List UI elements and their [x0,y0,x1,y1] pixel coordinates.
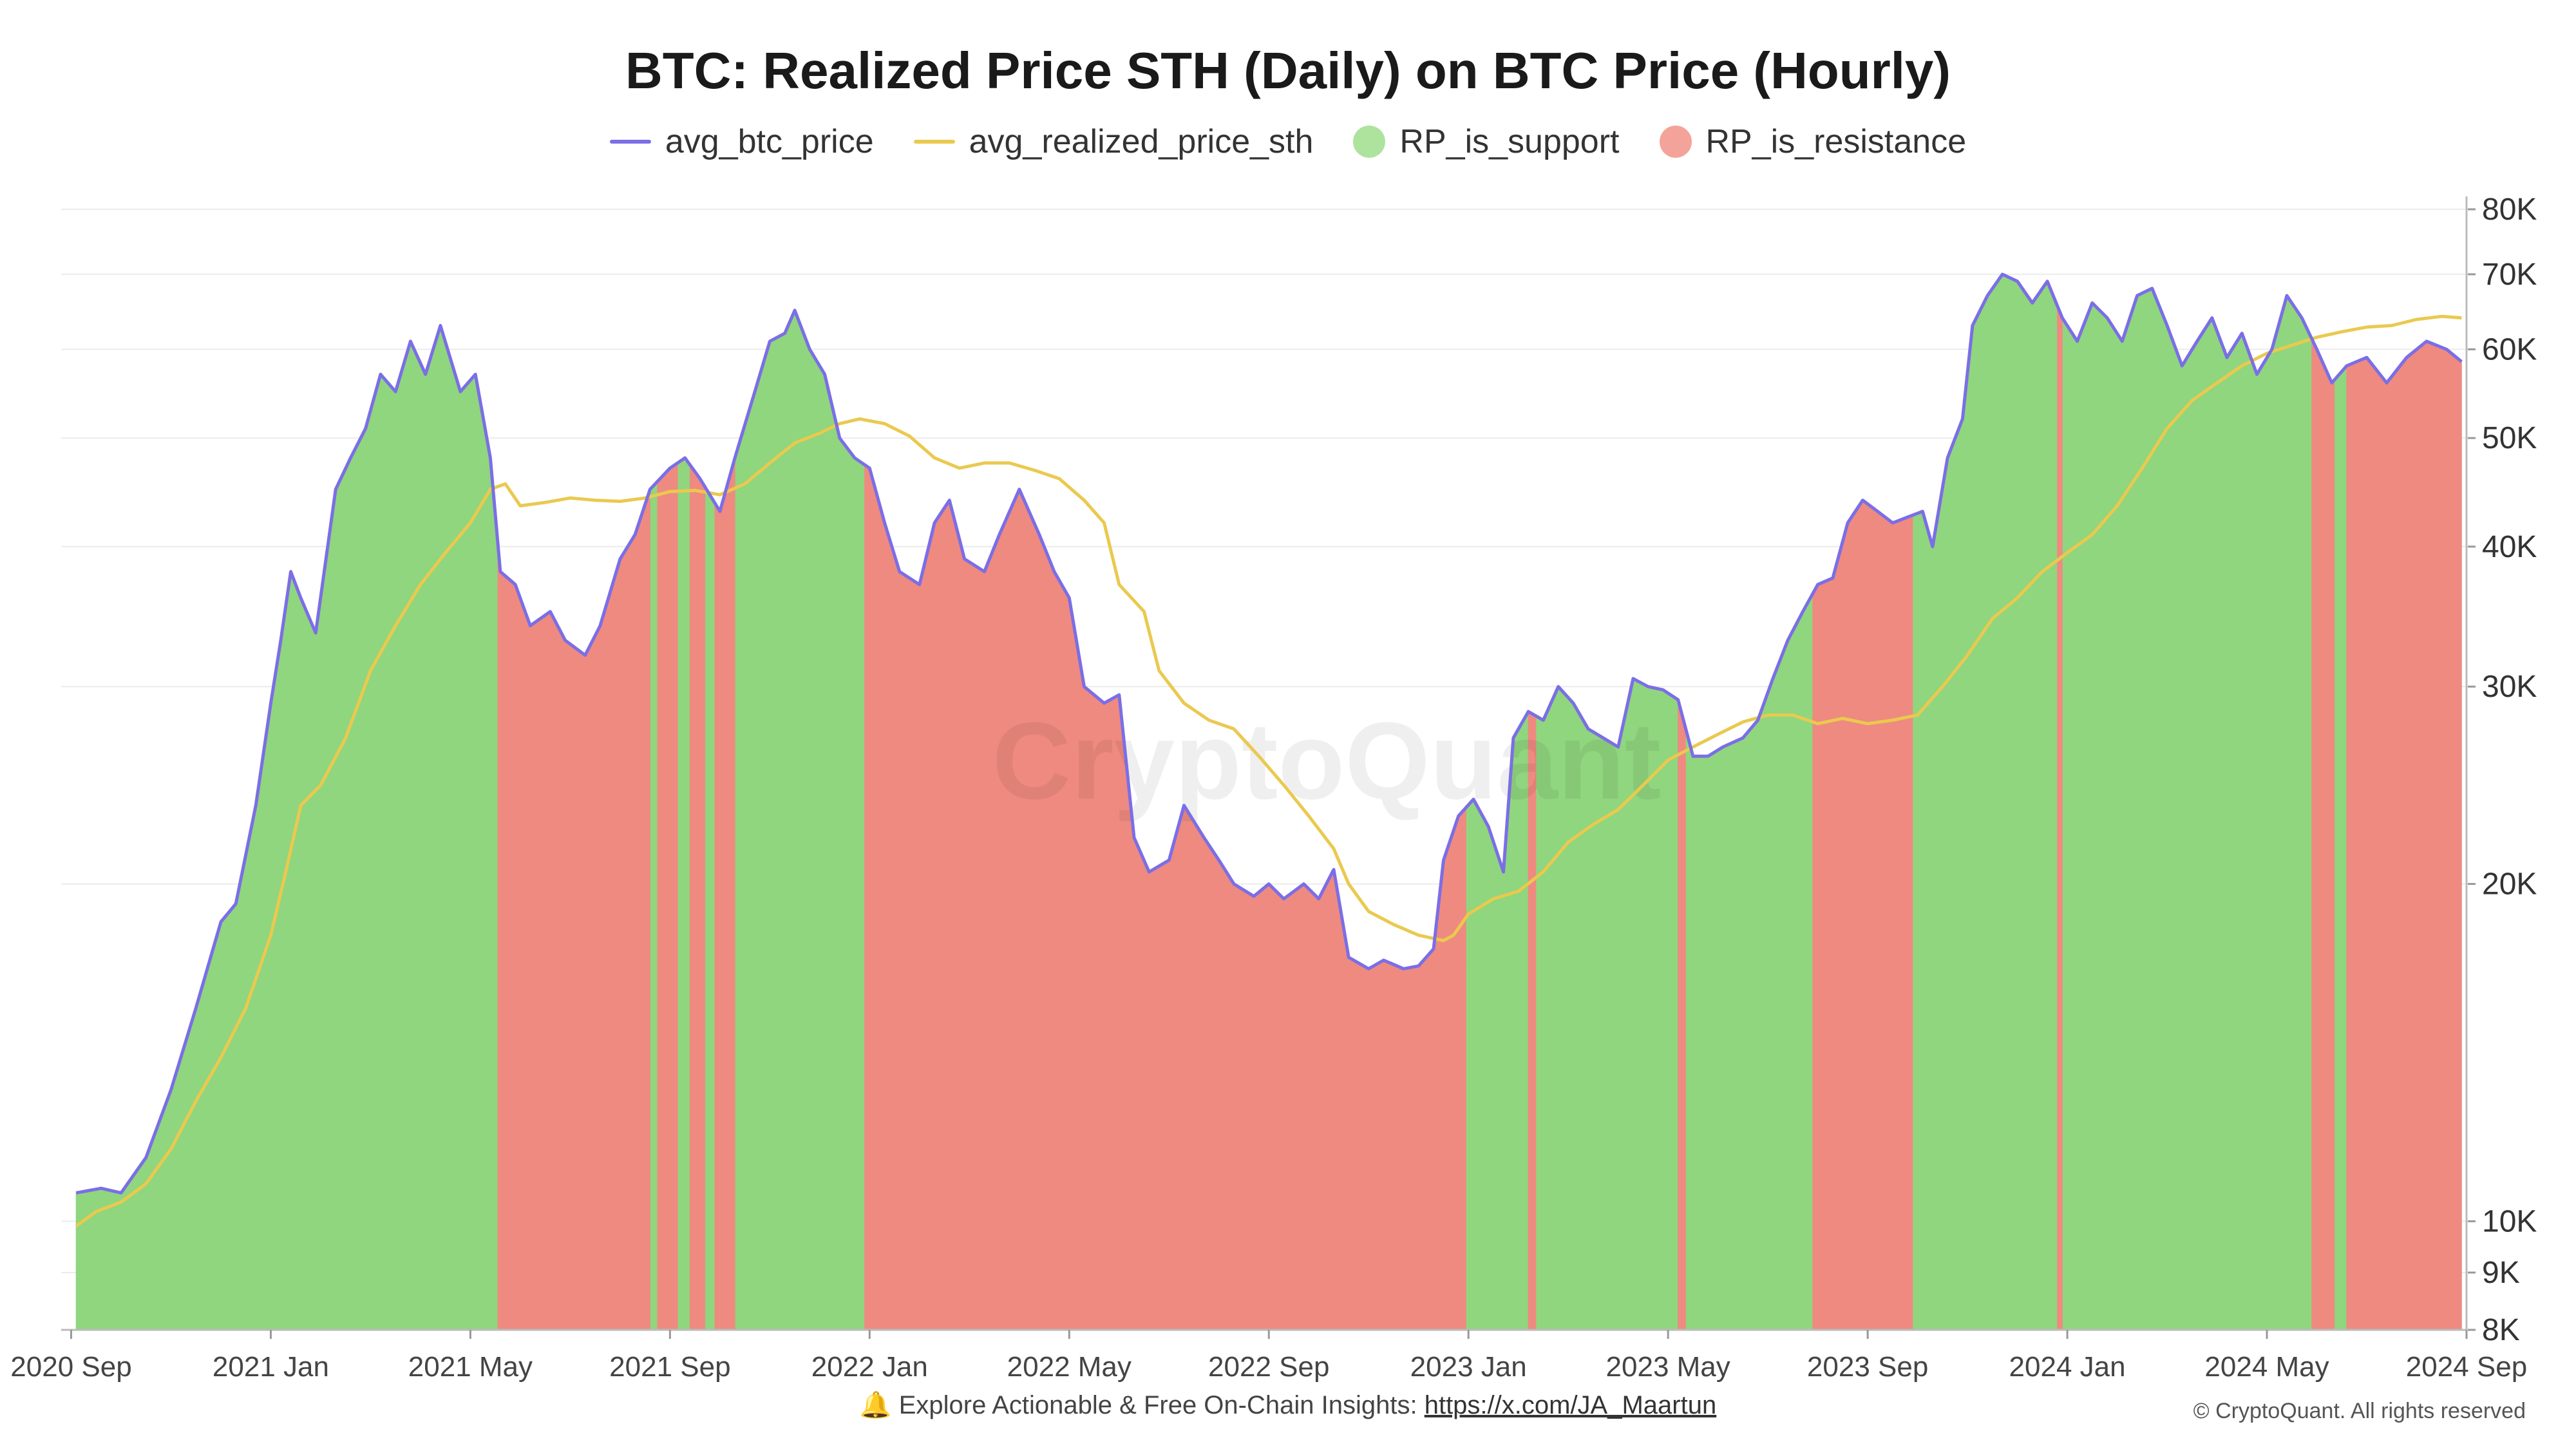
legend-item-rp-is-support[interactable]: RP_is_support [1353,122,1620,161]
y-tick-label: 60K [2482,332,2537,366]
x-tick-label: 2022 Jan [811,1351,928,1383]
y-tick-label: 40K [2482,530,2537,564]
axes [61,196,2468,1331]
region-rp-is-support [649,480,658,1331]
y-axis-ticks: 80K 70K 60K 50K 40K 30K 20K 10K 9K 8K [2468,193,2537,1347]
x-tick-label: 2023 May [1606,1351,1730,1383]
legend-label-rp-is-resistance: RP_is_resistance [1705,123,1967,160]
chart-title: BTC: Realized Price STH (Daily) on BTC P… [625,42,1951,99]
region-rp-is-resistance [689,464,706,1331]
region-rp-is-resistance [497,489,650,1331]
x-tick-label: 2023 Jan [1410,1351,1527,1383]
legend-label-avg-realized-price-sth: avg_realized_price_sth [969,123,1314,160]
region-rp-is-resistance [2311,338,2335,1331]
y-tick-label: 30K [2482,670,2537,704]
x-tick-label: 2020 Sep [10,1351,131,1383]
x-tick-label: 2021 Sep [609,1351,730,1383]
y-tick-label: 20K [2482,867,2537,902]
region-rp-is-resistance [1812,500,1913,1331]
legend-item-avg-realized-price-sth[interactable]: avg_realized_price_sth [913,122,1314,161]
region-rp-is-support [75,324,498,1331]
legend-swatch-rp-is-resistance [1659,126,1692,158]
bell-icon: 🔔 [859,1391,892,1419]
region-rp-is-resistance [657,462,678,1331]
footer-note: 🔔 Explore Actionable & Free On-Chain Ins… [0,1390,2576,1420]
region-rp-is-support [734,309,866,1331]
region-rp-is-resistance [2346,341,2462,1331]
legend-label-rp-is-support: RP_is_support [1399,123,1620,160]
region-rp-is-resistance [714,457,735,1331]
x-tick-label: 2021 Jan [213,1351,329,1383]
copyright-text: © CryptoQuant. All rights reserved [2193,1399,2526,1423]
region-rp-is-support [1685,592,1814,1331]
series-line-avg-realized-price-sth [75,314,2462,1228]
x-tick-label: 2024 Sep [2406,1351,2527,1383]
region-rp-is-support [1912,274,2058,1331]
legend-swatch-rp-is-support [1353,126,1386,158]
x-tick-label: 2024 Jan [2009,1351,2126,1383]
y-tick-label: 50K [2482,421,2537,455]
legend: avg_btc_price avg_realized_price_sth RP_… [0,122,2576,161]
region-rp-is-resistance [2057,305,2063,1331]
legend-swatch-avg-realized-price-sth [913,140,955,144]
legend-item-rp-is-resistance[interactable]: RP_is_resistance [1659,122,1967,161]
series-lines [75,272,2463,1228]
y-tick-label: 9K [2482,1256,2520,1290]
x-tick-label: 2021 May [408,1351,533,1383]
legend-item-avg-btc-price[interactable]: avg_btc_price [609,122,874,161]
watermark-text: CryptoQuant [992,700,1662,822]
x-tick-label: 2023 Sep [1807,1351,1928,1383]
series-line-avg-btc-price [75,272,2463,1195]
legend-label-avg-btc-price: avg_btc_price [665,123,874,160]
region-rp-is-resistance [864,464,1466,1331]
region-rp-is-resistance [1678,699,1686,1331]
region-rp-is-support [705,486,715,1331]
footer-text: Explore Actionable & Free On-Chain Insig… [898,1391,1417,1419]
y-tick-label: 70K [2482,258,2537,292]
x-axis-ticks: 2020 Sep 2021 Jan 2021 May 2021 Sep 2022 Jan… [10,1330,2527,1383]
y-tick-label: 10K [2482,1204,2537,1238]
x-tick-label: 2022 May [1007,1351,1132,1383]
region-rp-is-support [677,457,690,1331]
footer-link[interactable]: https://x.com/JA_Maartun [1424,1391,1717,1419]
region-rp-is-support [2061,288,2313,1331]
x-tick-label: 2024 May [2204,1351,2329,1383]
y-tick-label: 8K [2482,1313,2520,1347]
x-tick-label: 2022 Sep [1208,1351,1329,1383]
legend-swatch-avg-btc-price [609,140,651,144]
region-rp-is-support [2334,365,2347,1331]
y-tick-label: 80K [2482,193,2537,227]
